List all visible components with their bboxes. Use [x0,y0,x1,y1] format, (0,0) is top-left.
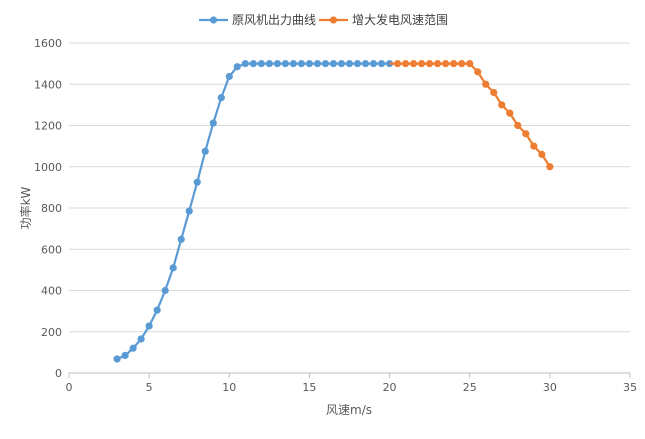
series-line-1 [389,62,551,168]
data-point-1-14[interactable] [506,109,514,117]
legend-item-extended[interactable]: 增大发电风速范围 [319,12,448,27]
data-point-1-3[interactable] [418,60,426,68]
data-point-0-2[interactable] [129,344,137,352]
legend-label-original: 原风机出力曲线 [232,13,316,27]
data-point-1-5[interactable] [434,60,442,68]
x-tick-label-0: 0 [66,381,73,394]
x-axis-title: 风速m/s [326,403,372,417]
data-point-0-15[interactable] [233,63,241,71]
axes [68,372,631,378]
data-point-0-6[interactable] [161,286,169,295]
data-point-0-24[interactable] [305,60,314,68]
data-point-1-9[interactable] [466,60,474,68]
data-point-1-2[interactable] [410,60,418,68]
data-point-1-1[interactable] [402,60,410,68]
data-point-0-1[interactable] [121,351,129,360]
y-tick-label-1600: 1600 [34,37,62,50]
data-point-0-23[interactable] [297,60,306,68]
y-tick-label-200: 200 [41,326,62,339]
data-point-1-12[interactable] [490,88,498,97]
data-point-0-31[interactable] [361,60,370,68]
data-point-1-17[interactable] [530,142,538,150]
tick-labels: 0 200 400 600 800 1000 1200 1400 1600 0 5 10 15 20 25 3… [34,37,637,394]
data-point-1-11[interactable] [482,80,490,88]
y-tick-label-1400: 1400 [34,78,62,91]
y-tick-label-1200: 1200 [34,120,62,133]
data-point-0-19[interactable] [265,60,273,68]
data-point-0-4[interactable] [145,322,153,330]
data-point-1-15[interactable] [514,121,522,130]
legend-item-original[interactable]: 原风机出力曲线 [199,13,316,27]
x-tick-label-20: 20 [383,381,397,394]
data-point-1-16[interactable] [522,130,530,138]
data-point-0-22[interactable] [289,60,297,68]
data-point-0-5[interactable] [153,306,161,314]
data-point-0-0[interactable] [113,355,121,363]
x-tick-label-25: 25 [463,381,477,394]
data-point-0-26[interactable] [321,60,330,68]
series-1 [389,60,554,171]
data-point-1-7[interactable] [450,60,458,68]
data-point-0-33[interactable] [377,60,386,68]
data-point-0-10[interactable] [193,178,201,186]
data-point-1-10[interactable] [474,68,482,76]
data-point-0-17[interactable] [249,60,257,68]
data-point-0-16[interactable] [241,60,249,68]
data-point-0-8[interactable] [177,235,185,243]
legend-label-extended: 增大发电风速范围 [352,12,448,27]
grid-lines [69,42,630,333]
x-tick-label-5: 5 [146,381,153,394]
series-0 [113,60,394,363]
data-point-0-30[interactable] [353,60,362,68]
data-point-0-28[interactable] [337,60,346,68]
x-tick-label-30: 30 [543,381,557,394]
data-point-1-13[interactable] [498,101,506,109]
data-point-0-25[interactable] [313,60,322,68]
data-point-0-13[interactable] [217,94,225,102]
y-axis-title: 功率kW [18,186,33,229]
x-tick-label-35: 35 [623,381,637,394]
data-point-1-6[interactable] [442,60,450,68]
y-tick-label-1000: 1000 [34,161,62,174]
y-tick-label-400: 400 [41,285,62,298]
data-point-0-32[interactable] [369,60,378,68]
data-point-0-29[interactable] [345,60,354,68]
series-layer [113,60,554,363]
data-point-0-12[interactable] [209,119,217,127]
data-point-0-21[interactable] [281,60,289,68]
data-point-1-19[interactable] [546,163,554,171]
y-tick-label-600: 600 [41,243,62,256]
series-line-0 [116,62,390,360]
data-point-0-7[interactable] [169,264,177,272]
data-point-0-18[interactable] [257,60,265,68]
data-point-1-4[interactable] [426,60,434,68]
data-point-1-8[interactable] [458,60,466,68]
x-tick-label-15: 15 [302,381,316,394]
data-point-0-3[interactable] [137,335,145,343]
legend: 原风机出力曲线 增大发电风速范围 [199,12,448,27]
data-point-0-27[interactable] [329,60,338,68]
data-point-1-0[interactable] [393,60,402,68]
data-point-0-20[interactable] [273,60,281,68]
data-point-0-9[interactable] [185,207,193,215]
data-point-1-18[interactable] [538,150,546,158]
x-tick-label-10: 10 [222,381,236,394]
data-point-0-11[interactable] [201,147,209,155]
y-tick-label-800: 800 [41,202,62,215]
y-tick-label-0: 0 [55,367,62,380]
data-point-0-14[interactable] [225,72,233,81]
